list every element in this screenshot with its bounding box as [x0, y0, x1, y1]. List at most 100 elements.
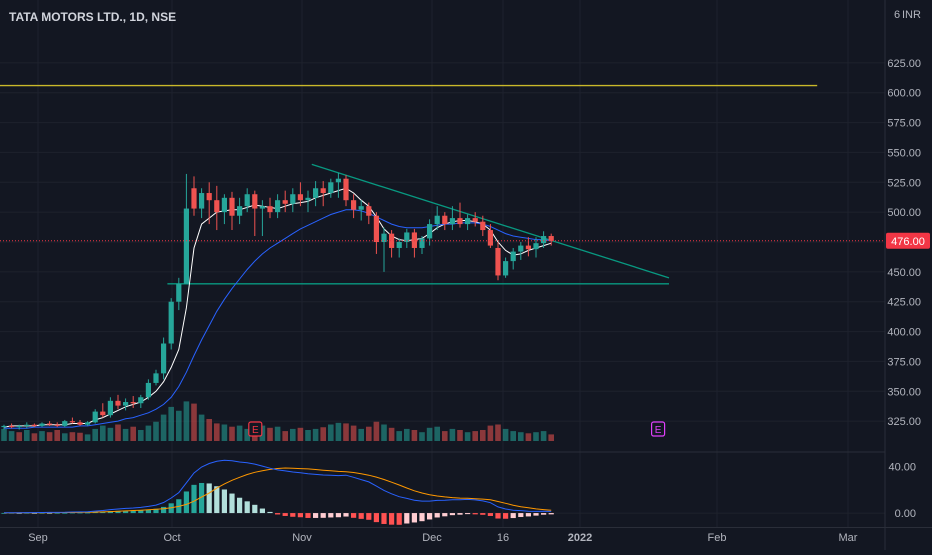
candle-body[interactable] — [282, 200, 288, 204]
candle-body[interactable] — [480, 221, 486, 231]
candle-body[interactable] — [495, 247, 501, 276]
candle-body[interactable] — [465, 218, 471, 225]
candle-body[interactable] — [518, 245, 524, 252]
candle-body[interactable] — [449, 218, 455, 225]
candle-body[interactable] — [404, 232, 410, 242]
candle-body[interactable] — [548, 236, 554, 241]
last-price-badge[interactable] — [886, 232, 930, 249]
candle-body[interactable] — [381, 233, 387, 242]
volume-bar — [145, 425, 152, 441]
candle-body[interactable] — [275, 200, 281, 213]
candle-body[interactable] — [503, 261, 509, 276]
candle-body[interactable] — [389, 233, 395, 248]
candle-body[interactable] — [541, 236, 547, 244]
candle-body[interactable] — [351, 200, 357, 210]
candle-body[interactable] — [343, 178, 349, 201]
candle-body[interactable] — [434, 215, 440, 225]
candle-body[interactable] — [259, 206, 265, 209]
candle-body[interactable] — [183, 208, 189, 284]
earnings-marker[interactable] — [650, 421, 666, 437]
candle-body[interactable] — [77, 422, 83, 425]
candle-body[interactable] — [130, 402, 136, 404]
macd-histogram-bar — [373, 513, 379, 523]
macd-histogram-bar — [85, 512, 91, 514]
candle-body[interactable] — [373, 215, 379, 242]
candle-body[interactable] — [533, 243, 539, 250]
candle-body[interactable] — [62, 421, 68, 426]
time-tick-label: 2022 — [568, 532, 592, 544]
candle-body[interactable] — [31, 424, 37, 426]
candle-body[interactable] — [305, 197, 311, 201]
macd-pane[interactable] — [0, 459, 885, 525]
candle-body[interactable] — [214, 200, 220, 213]
candle-body[interactable] — [47, 423, 53, 425]
macd-histogram-bar — [54, 512, 60, 514]
candle-body[interactable] — [16, 425, 22, 428]
candle-body[interactable] — [100, 411, 106, 416]
earnings-marker[interactable] — [248, 421, 263, 437]
candle-body[interactable] — [525, 245, 531, 250]
macd-histogram-bar — [214, 486, 220, 514]
candle-body[interactable] — [123, 402, 129, 406]
candle-body[interactable] — [267, 206, 273, 213]
candle-body[interactable] — [411, 232, 417, 248]
candle-body[interactable] — [335, 178, 341, 183]
candlesticks[interactable] — [1, 172, 554, 430]
volume-bar — [92, 428, 98, 441]
volume-bar — [297, 427, 304, 441]
candle-body[interactable] — [427, 224, 433, 239]
candle-body[interactable] — [328, 182, 334, 194]
candle-body[interactable] — [442, 215, 448, 225]
candle-body[interactable] — [510, 251, 516, 262]
candle-body[interactable] — [320, 188, 326, 194]
candle-body[interactable] — [145, 382, 151, 398]
candle-body[interactable] — [221, 197, 227, 213]
candle-body[interactable] — [153, 373, 159, 383]
candle-body[interactable] — [161, 343, 167, 374]
volume-bar — [358, 428, 364, 441]
candle-body[interactable] — [290, 194, 296, 204]
candle-body[interactable] — [39, 423, 45, 426]
currency-label[interactable]: INR — [902, 9, 921, 21]
candle-body[interactable] — [297, 194, 303, 201]
candle-body[interactable] — [396, 242, 402, 248]
candle-body[interactable] — [69, 421, 75, 423]
macd-histogram-bar — [77, 512, 83, 514]
candle-body[interactable] — [229, 197, 235, 216]
candle-body[interactable] — [176, 283, 182, 302]
candle-body[interactable] — [366, 206, 372, 216]
candle-body[interactable] — [457, 218, 463, 225]
candle-body[interactable] — [252, 194, 258, 209]
candle-body[interactable] — [206, 193, 212, 201]
candle-body[interactable] — [313, 188, 319, 198]
candle-body[interactable] — [487, 230, 493, 246]
candle-body[interactable] — [9, 425, 15, 428]
candle-body[interactable] — [191, 188, 197, 209]
candle-body[interactable] — [168, 301, 174, 344]
trendlines[interactable] — [0, 84, 818, 285]
volume-bar — [8, 431, 15, 441]
candle-body[interactable] — [1, 425, 7, 428]
candle-body[interactable] — [85, 422, 91, 425]
candle-body[interactable] — [419, 238, 425, 248]
candle-body[interactable] — [244, 194, 250, 207]
candle-body[interactable] — [237, 206, 243, 216]
candle-body[interactable] — [54, 424, 60, 426]
volume-bar — [244, 428, 250, 441]
candle-body[interactable] — [472, 218, 478, 222]
candle-body[interactable] — [115, 400, 121, 406]
candle-body[interactable] — [24, 424, 30, 426]
macd-histogram-bar — [244, 501, 250, 514]
candle-body[interactable] — [358, 206, 364, 210]
candle-body[interactable] — [92, 411, 98, 423]
volume-bar — [487, 425, 494, 441]
candle-body[interactable] — [138, 397, 144, 404]
candle-body[interactable] — [107, 400, 113, 416]
candle-body[interactable] — [199, 193, 205, 209]
trendline[interactable] — [311, 163, 670, 279]
macd-histogram-bar — [366, 513, 372, 520]
